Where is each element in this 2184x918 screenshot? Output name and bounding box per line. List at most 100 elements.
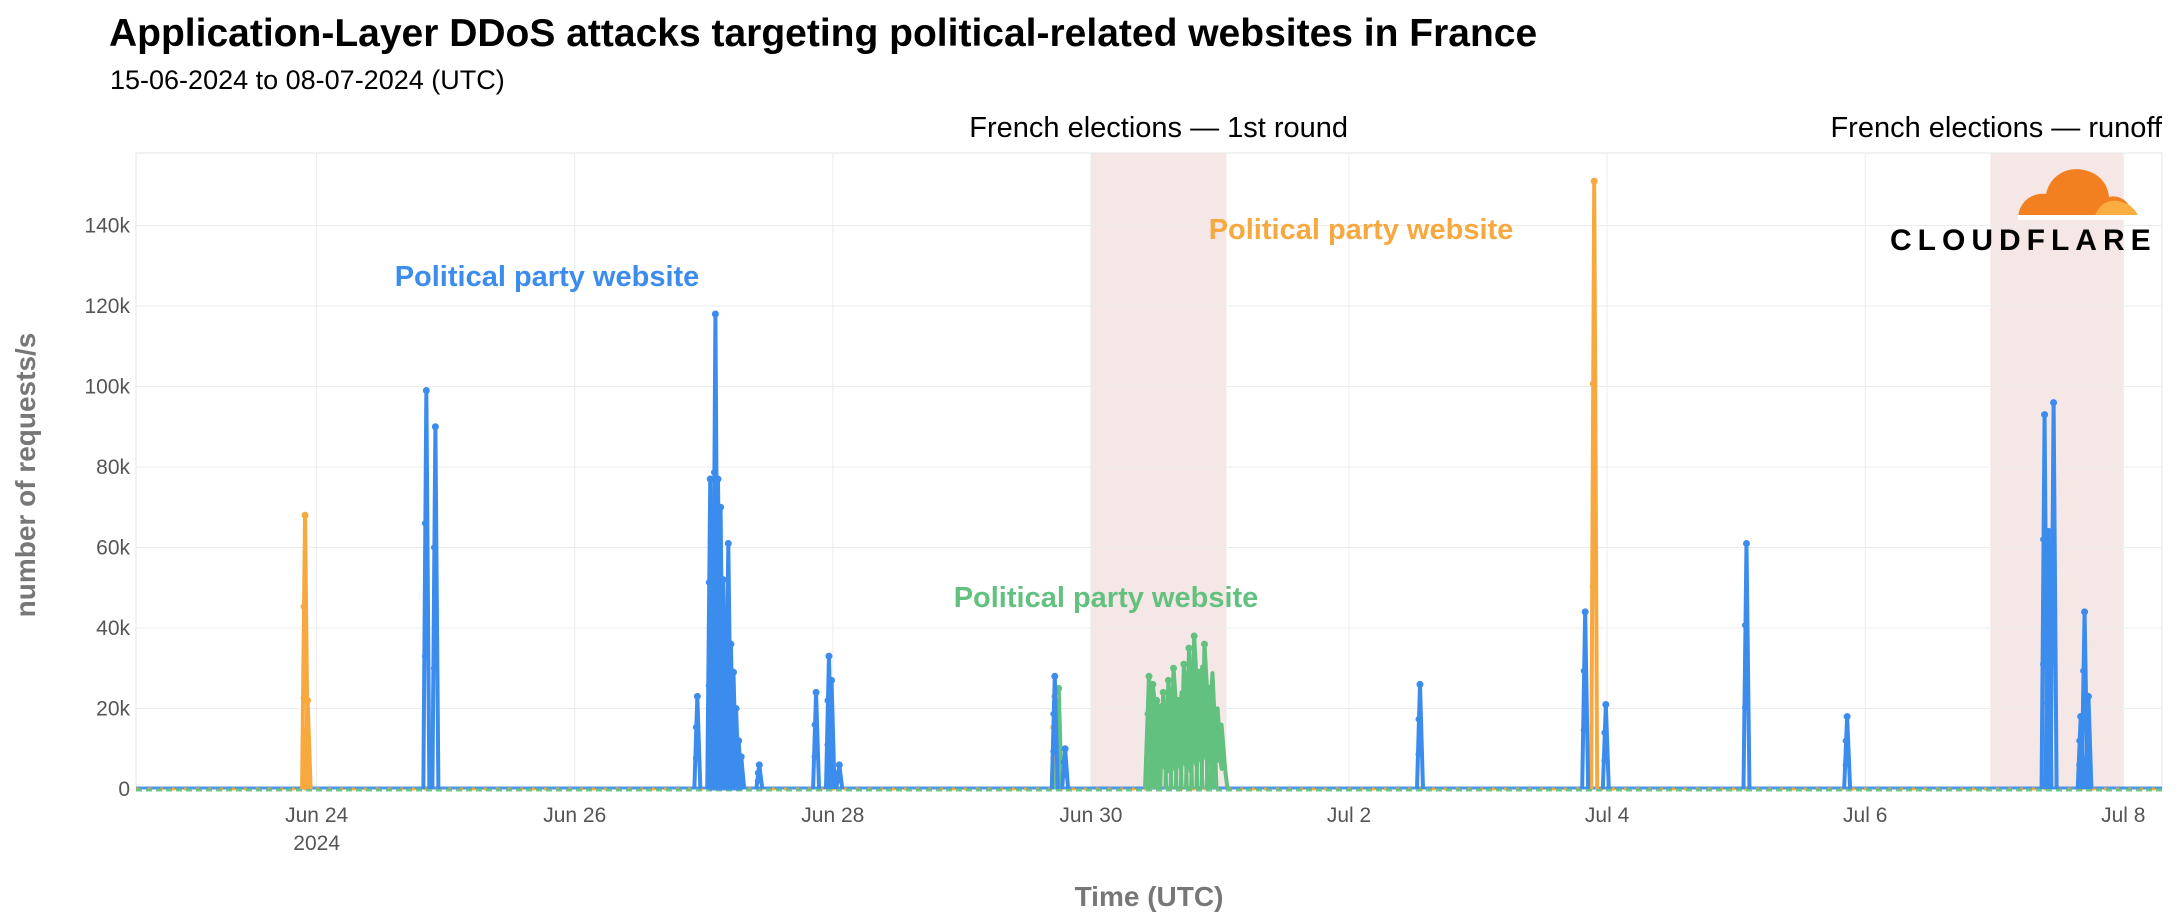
spike-point-0: [1602, 700, 1610, 708]
chart-subtitle: 15-06-2024 to 08-07-2024 (UTC): [110, 65, 505, 95]
spike-point-0: [430, 665, 437, 672]
spike-point-0: [2084, 692, 2092, 700]
spike-point-0: [834, 769, 841, 776]
x-tick-label: Jun 28: [801, 804, 864, 827]
spike-point-0: [1580, 726, 1587, 733]
spike-point-0: [1415, 751, 1422, 758]
spike-point-1: [303, 726, 310, 733]
spike-point-0: [1581, 608, 1589, 616]
spike-point-0: [431, 423, 439, 431]
spike-point-1: [304, 696, 312, 704]
axes: 0 20k 40k 60k 80k 100k 120k 140k Jun 24 2024 Jun 2…: [84, 214, 2145, 855]
spike-point-0: [692, 724, 699, 731]
x-tick-label: Jun 24: [285, 804, 348, 827]
spike-point-0: [2041, 411, 2049, 419]
spike-point-1: [301, 511, 309, 519]
chart-title: Application-Layer DDoS attacks targeting…: [109, 12, 1537, 55]
spike-point-0: [2050, 399, 2058, 407]
x-tick-label: Jun 26: [543, 804, 606, 827]
spike-point-1: [303, 756, 310, 763]
spike-point-0: [693, 692, 701, 700]
spike-0: [811, 690, 822, 790]
spike-point-2: [1148, 751, 1155, 758]
cloudflare-logo: CLOUDFLARE: [1890, 169, 2157, 257]
spike-1: [1589, 179, 1600, 790]
spike-point-0: [724, 539, 732, 547]
spike-point-0: [2049, 657, 2056, 664]
spike-point-0: [1051, 672, 1059, 680]
y-tick-label: 80k: [96, 456, 130, 479]
spike-point-0: [754, 769, 761, 776]
spike-point-0: [421, 653, 428, 660]
spike-point-0: [2040, 661, 2047, 668]
spike-0: [692, 694, 703, 790]
spike-point-0: [827, 713, 834, 720]
spike-point-1: [1589, 583, 1596, 590]
spike-point-0: [811, 753, 818, 760]
spike-point-0: [2043, 700, 2050, 707]
x-tick-label: Jul 2: [1327, 804, 1371, 827]
spike-0: [1741, 541, 1752, 790]
spike-point-1: [300, 603, 307, 610]
spike-point-0: [1580, 667, 1587, 674]
spike-point-0: [2083, 724, 2090, 731]
green-dense-cluster: [1143, 634, 1230, 790]
spike-point-0: [723, 622, 730, 629]
spike-point-0: [1415, 716, 1422, 723]
spike-point-0: [1843, 713, 1851, 721]
cloud-icon: [2018, 169, 2140, 220]
spike-point-0: [2080, 667, 2087, 674]
spike-point-0: [1842, 737, 1849, 744]
spike-point-0: [1741, 704, 1748, 711]
spike-point-0: [812, 688, 820, 696]
spike-point-2: [1152, 756, 1159, 763]
spike-point-0: [737, 753, 745, 761]
x-tick-year-label: 2024: [293, 832, 340, 855]
spike-point-0: [732, 704, 740, 712]
x-axis-title: Time (UTC): [1075, 881, 1224, 912]
spike-0: [1842, 714, 1853, 790]
spike-point-0: [1742, 539, 1750, 547]
y-axis-title: number of requests/s: [10, 333, 41, 618]
spike-point-0: [2083, 755, 2090, 762]
series-lines: [136, 177, 2162, 792]
spike-0: [1580, 609, 1591, 790]
cloudflare-wordmark: CLOUDFLARE: [1890, 224, 2157, 257]
spike-point-0: [2043, 614, 2050, 621]
spike-point-0: [834, 777, 841, 784]
spike-0: [1060, 746, 1071, 790]
label-orange-series: Political party website: [1209, 214, 1514, 246]
spike-point-0: [692, 755, 699, 762]
spike-0: [421, 388, 432, 790]
spike-point-0: [711, 310, 719, 318]
spike-point-0: [1050, 748, 1057, 755]
label-blue-series: Political party website: [395, 261, 700, 293]
spike-point-0: [755, 761, 763, 769]
shaded-periods: French elections — 1st round French elect…: [969, 112, 2163, 789]
x-tick-label: Jul 8: [2101, 804, 2145, 827]
spike-point-0: [828, 676, 836, 684]
spike-point-1: [1589, 380, 1596, 387]
spike-point-0: [422, 386, 430, 394]
spike-point-0: [1060, 759, 1067, 766]
event-label-1: French elections — runoff: [1830, 112, 2162, 144]
spike-0: [430, 424, 441, 790]
spike-0: [1414, 682, 1425, 790]
x-tick-label: Jun 30: [1059, 804, 1122, 827]
spike-point-0: [1060, 772, 1067, 779]
y-tick-label: 40k: [96, 617, 130, 640]
spike-point-0: [1416, 680, 1424, 688]
spike-point-1: [1590, 177, 1598, 185]
spike-point-0: [827, 749, 834, 756]
event-label-0: French elections — 1st round: [969, 112, 1348, 144]
spike-point-0: [1061, 745, 1069, 753]
spike-point-0: [835, 761, 843, 769]
spike-point-0: [1601, 757, 1608, 764]
y-tick-label: 140k: [84, 214, 130, 237]
spike-point-0: [1050, 710, 1057, 717]
spike-point-0: [754, 777, 761, 784]
spike-point-0: [811, 721, 818, 728]
blue-dense-cluster: [708, 361, 745, 791]
spike-point-0: [727, 640, 735, 648]
